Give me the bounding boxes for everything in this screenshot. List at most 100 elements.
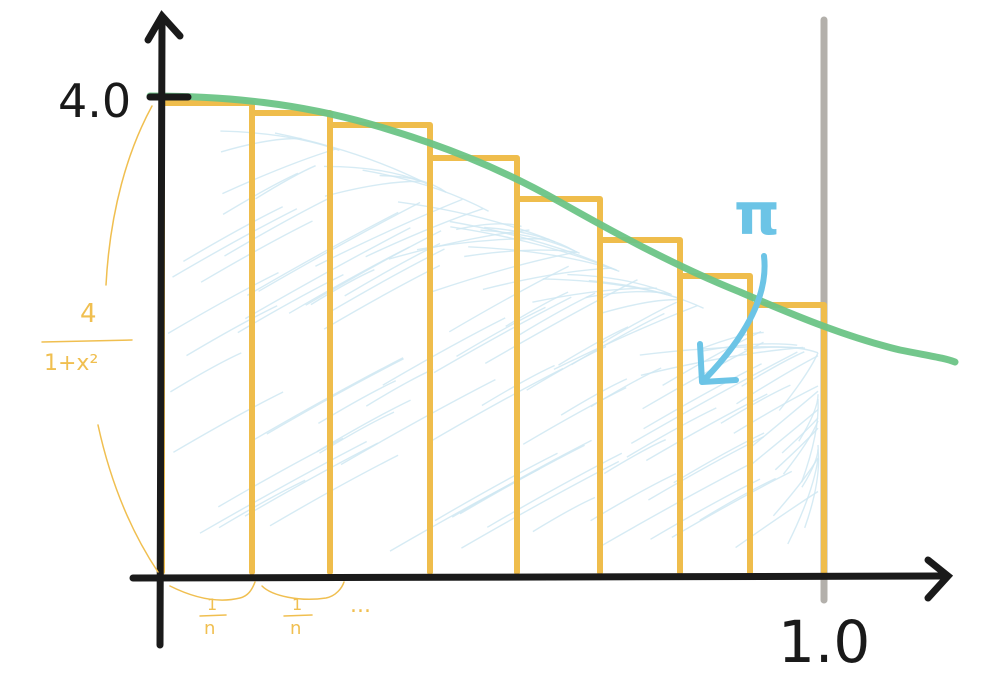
shade-stroke bbox=[456, 306, 546, 358]
shade-stroke bbox=[774, 427, 819, 471]
shade-stroke bbox=[626, 407, 717, 458]
shade-stroke bbox=[735, 490, 819, 549]
shade-stroke bbox=[517, 292, 596, 337]
function-denominator: 1+x² bbox=[44, 351, 98, 376]
shade-stroke bbox=[323, 165, 423, 183]
shade-stroke bbox=[558, 326, 629, 366]
shade-stroke bbox=[464, 249, 578, 258]
shade-stroke bbox=[648, 436, 764, 501]
shade-stroke bbox=[305, 230, 442, 306]
shade-stroke bbox=[170, 352, 242, 393]
riemann-bar-4 bbox=[427, 155, 520, 575]
shade-stroke bbox=[532, 496, 596, 533]
shade-stroke bbox=[748, 409, 819, 468]
shade-stroke bbox=[601, 298, 684, 314]
step1-numerator: 1 bbox=[207, 595, 217, 614]
shade-stroke bbox=[720, 384, 791, 424]
shade-stroke bbox=[804, 449, 820, 529]
y-max-label: 4.0 bbox=[58, 74, 131, 128]
step-brace-1 bbox=[169, 581, 256, 601]
shade-stroke bbox=[244, 442, 379, 517]
shade-stroke bbox=[630, 351, 798, 445]
shade-stroke bbox=[340, 378, 496, 466]
shade-stroke bbox=[183, 206, 284, 263]
shade-stroke bbox=[603, 439, 666, 475]
area-shading bbox=[167, 130, 820, 552]
shade-stroke bbox=[199, 440, 368, 534]
step2-denominator: n bbox=[290, 618, 301, 639]
x-axis-arrowhead bbox=[924, 556, 954, 602]
shade-stroke bbox=[782, 420, 819, 475]
shade-stroke bbox=[173, 391, 284, 453]
shade-stroke bbox=[522, 386, 627, 445]
step1-fraction-bar bbox=[199, 614, 227, 617]
shade-stroke bbox=[567, 273, 672, 296]
shade-stroke bbox=[781, 417, 819, 454]
pi-arrow bbox=[697, 253, 768, 385]
shade-stroke bbox=[747, 390, 819, 451]
shade-stroke bbox=[480, 229, 580, 254]
shade-stroke bbox=[389, 468, 540, 552]
y-axis bbox=[156, 18, 166, 649]
step2-numerator: 1 bbox=[292, 595, 302, 614]
shade-stroke bbox=[167, 271, 279, 335]
shade-stroke bbox=[505, 291, 569, 327]
shade-stroke bbox=[434, 452, 558, 522]
shade-stroke bbox=[645, 393, 768, 462]
shade-stroke bbox=[585, 290, 671, 299]
shade-stroke bbox=[274, 132, 428, 185]
fraction-bar bbox=[41, 339, 133, 343]
shade-stroke bbox=[459, 444, 585, 515]
shade-stroke bbox=[699, 343, 798, 353]
shade-stroke bbox=[200, 220, 313, 283]
shade-stroke bbox=[597, 301, 677, 347]
shade-stroke bbox=[218, 479, 306, 529]
shade-stroke bbox=[673, 432, 765, 484]
function-curve bbox=[146, 92, 959, 366]
shade-stroke bbox=[222, 172, 299, 215]
riemann-bars bbox=[159, 100, 827, 575]
shade-stroke bbox=[246, 211, 399, 297]
shade-stroke bbox=[542, 278, 681, 300]
shade-stroke bbox=[526, 345, 607, 391]
shade-stroke bbox=[484, 279, 638, 365]
shade-stroke bbox=[328, 248, 445, 314]
shade-stroke bbox=[310, 269, 375, 306]
function-numerator: 4 bbox=[80, 299, 97, 329]
shade-stroke bbox=[431, 367, 564, 442]
riemann-bar-8 bbox=[747, 302, 827, 575]
brace-upper bbox=[105, 105, 153, 286]
shade-stroke bbox=[430, 251, 578, 293]
shade-stroke bbox=[220, 137, 302, 153]
shade-stroke bbox=[222, 148, 337, 195]
x-axis bbox=[129, 572, 944, 582]
shade-stroke bbox=[255, 165, 316, 200]
riemann-bar-2 bbox=[249, 110, 333, 575]
shade-stroke bbox=[801, 444, 819, 488]
shade-stroke bbox=[590, 473, 677, 522]
step1-denominator: n bbox=[204, 618, 215, 639]
step2-fraction-bar bbox=[283, 614, 313, 617]
shade-stroke bbox=[266, 358, 404, 435]
shade-stroke bbox=[461, 460, 620, 549]
shade-stroke bbox=[315, 198, 463, 267]
riemann-bar-7 bbox=[677, 273, 753, 575]
ellipsis-label: ... bbox=[350, 593, 371, 618]
shade-stroke bbox=[186, 305, 278, 357]
shade-stroke bbox=[433, 296, 572, 374]
shade-stroke bbox=[671, 470, 793, 539]
pi-arrow-shaft bbox=[703, 253, 768, 381]
shade-stroke bbox=[382, 317, 506, 386]
function-annotation bbox=[41, 105, 345, 617]
shade-stroke bbox=[172, 208, 298, 278]
brace-lower bbox=[97, 424, 159, 573]
shade-stroke bbox=[344, 242, 441, 297]
y-axis-arrowhead bbox=[144, 10, 184, 44]
shade-stroke bbox=[324, 180, 421, 197]
step-brace-2 bbox=[261, 581, 345, 601]
x-max-label: 1.0 bbox=[778, 608, 870, 676]
pi-label: π bbox=[734, 180, 780, 248]
axes bbox=[129, 10, 954, 649]
shade-stroke bbox=[560, 378, 628, 416]
shade-stroke bbox=[269, 454, 399, 527]
